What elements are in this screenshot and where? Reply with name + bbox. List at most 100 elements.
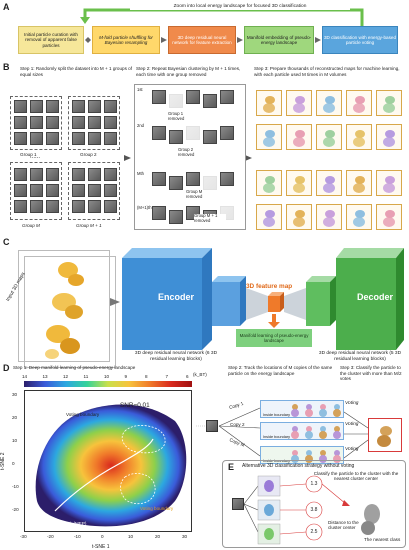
voting-result-box	[368, 418, 402, 452]
x-tick: 30	[182, 534, 188, 539]
d-step3: Step 3: Classify the particle to the clu…	[340, 365, 402, 381]
volume-cube	[316, 170, 342, 196]
d-step1: Step 1: Deep manifold learning of pseudo…	[13, 365, 136, 370]
round-thumb	[186, 90, 200, 104]
removed-2: Group 2 removed	[178, 147, 210, 158]
colorbar-tick: 14	[22, 374, 28, 379]
particle-thumb	[14, 116, 27, 129]
volume-cube	[256, 90, 282, 116]
encoder-label: Encoder	[158, 292, 195, 302]
d-step2: Step 2: Track the locations of M copies …	[228, 365, 333, 376]
volume-cube	[316, 204, 342, 230]
panel-c-letter: C	[3, 237, 10, 247]
voting-1: Voting	[345, 401, 359, 406]
particle-thumb	[88, 132, 101, 145]
round-thumb	[169, 210, 183, 224]
round-thumb	[203, 94, 217, 108]
group-2-label: Group 2	[80, 152, 97, 157]
particle-thumb	[72, 168, 85, 181]
volume-cube	[376, 170, 402, 196]
particle-thumb	[88, 184, 101, 197]
round-m1: (M+1)th	[137, 205, 152, 210]
snr-label: SNR=0.01	[120, 402, 150, 409]
y-tick: -20	[12, 507, 19, 512]
x-tick: 0	[101, 534, 104, 539]
volume-cube	[316, 90, 342, 116]
a-box-classification: 3D classification with energy-based part…	[322, 26, 398, 54]
particle-thumb	[14, 184, 27, 197]
y-axis-label: t-SNE 2	[0, 452, 6, 470]
particle-thumb	[104, 168, 117, 181]
e-title: Alternative 3D classification strategy w…	[242, 463, 355, 469]
distance-3: 2.5	[310, 529, 318, 535]
b-step1: Step 1: Randomly split the dataset into …	[20, 66, 132, 77]
y-tick: -10	[12, 484, 19, 489]
colorbar-unit: (k_BT)	[193, 372, 207, 377]
a-box-resnet: 3D deep residual neural network for feat…	[168, 26, 236, 54]
particle-thumb	[46, 168, 59, 181]
group-1-label: Group 1	[20, 152, 37, 157]
decoder-desc: 3D deep residual neural network (5 3D re…	[318, 351, 402, 362]
panel-e-letter: E	[228, 462, 235, 472]
particle-thumb	[72, 100, 85, 113]
colorbar-tick: 12	[63, 374, 69, 379]
particle-thumb	[14, 100, 27, 113]
decoder-label: Decoder	[357, 292, 394, 302]
copy-row: Inside boundary	[260, 446, 344, 464]
colorbar-tick: 10	[104, 374, 110, 379]
voting-boundary-label-1: Voting boundary	[66, 412, 100, 417]
voting-2: Voting	[345, 422, 359, 427]
volume-cube	[256, 170, 282, 196]
y-tick: 10	[12, 438, 18, 443]
group-m1-label: Group M + 1	[76, 223, 102, 228]
group-m-label: Group M	[22, 223, 40, 228]
distance-label: Distance to the cluster center	[328, 520, 359, 531]
x-tick: 10	[128, 534, 134, 539]
b-flow-arrows	[124, 155, 252, 161]
particle-thumb	[14, 200, 27, 213]
particle-thumb	[30, 100, 43, 113]
removed-1: Group 1 removed	[168, 111, 200, 122]
particle-thumb	[46, 200, 59, 213]
x-tick: 20	[155, 534, 161, 539]
encoder-desc: 3D deep residual neural network (6 3D re…	[134, 351, 218, 362]
group-m1-box	[68, 162, 120, 220]
round-m: Mth	[137, 171, 144, 176]
removed-m: Group M removed	[186, 189, 218, 200]
colorbar	[24, 381, 192, 387]
nearest-class-label: The nearest class	[364, 537, 401, 542]
input-maps-image	[45, 262, 84, 359]
e-desc: Classify the particle to the cluster wit…	[313, 471, 399, 482]
colorbar-tick: 9	[124, 374, 128, 379]
inside-boundary-label: Inside boundary	[263, 459, 291, 463]
volume-cube	[316, 124, 342, 150]
round-thumb	[220, 126, 234, 140]
removed-m1: Group M + 1 removed	[194, 213, 226, 224]
volume-cube	[286, 204, 312, 230]
particle-thumb	[72, 184, 85, 197]
volume-cube	[286, 90, 312, 116]
volume-cube	[376, 204, 402, 230]
x-axis-label: t-SNE 1	[92, 544, 110, 550]
particle-thumb	[88, 116, 101, 129]
mep-label: Minimum energy path (MEP)	[28, 521, 87, 526]
volume-cube	[346, 170, 372, 196]
round-thumb	[186, 126, 200, 140]
particle-thumb	[104, 100, 117, 113]
b-step2: Step 2: Repeat Bayesian clustering by M …	[136, 66, 241, 77]
a-flow-arrows	[85, 37, 321, 43]
distance-2: 3.8	[310, 507, 318, 513]
particle-thumb	[46, 100, 59, 113]
volume-cube	[376, 90, 402, 116]
round-thumb	[203, 176, 217, 190]
round-thumb	[152, 126, 166, 140]
volume-cube	[376, 124, 402, 150]
copy-arrows	[196, 407, 369, 459]
voting-m: Voting	[345, 447, 359, 452]
y-tick: 30	[12, 392, 18, 397]
b-step1-ellipsis: ......	[30, 154, 41, 160]
panel-b-letter: B	[3, 62, 10, 72]
zoom-text: Zoom into local energy landscape for foc…	[130, 4, 350, 10]
round-thumb	[169, 94, 183, 108]
zoom-arrow	[80, 8, 364, 38]
